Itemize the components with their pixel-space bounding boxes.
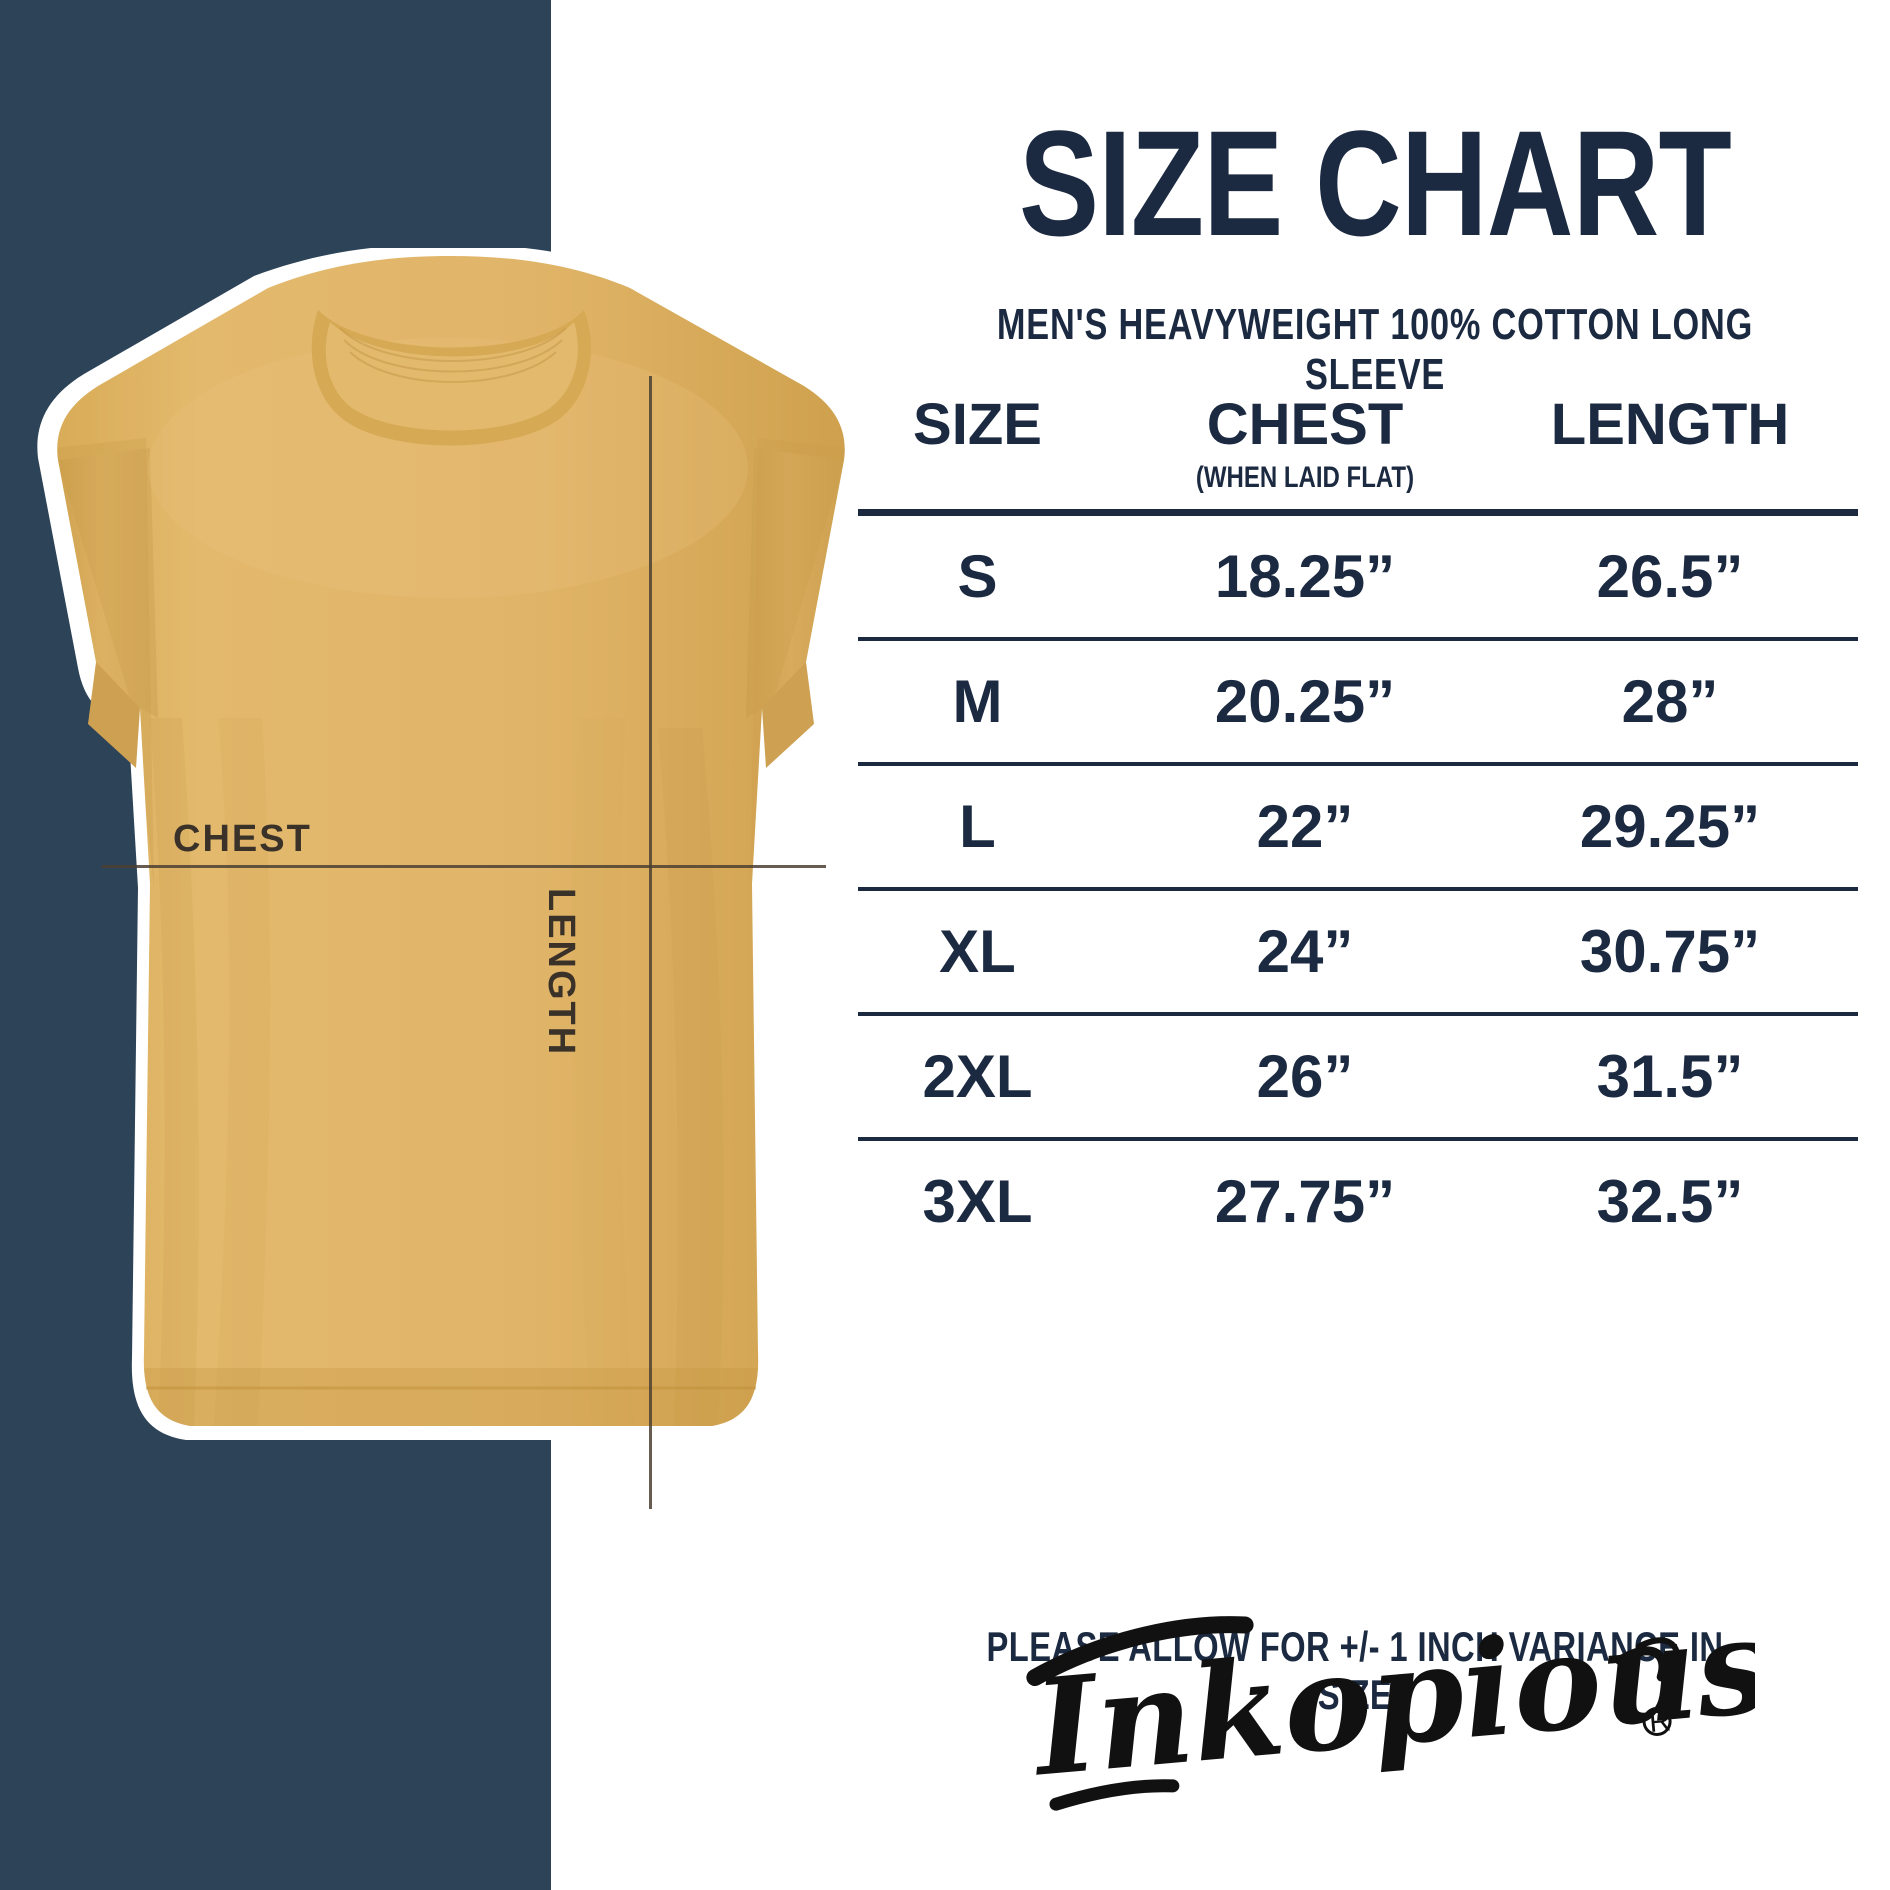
chest-value: 22” [1256, 793, 1354, 860]
product-photo: CHEST LENGTH [18, 248, 878, 1509]
brand-wordmark-text: Inkopious [1025, 1588, 1755, 1807]
table-row: M 20.25” 28” [850, 641, 1860, 762]
cell-length: 28” [1505, 667, 1835, 736]
length-value: 30.75” [1579, 918, 1761, 985]
cell-length: 31.5” [1505, 1042, 1835, 1111]
chest-measure-line [102, 865, 826, 868]
table-row-divider [858, 1137, 1858, 1141]
cell-size: S [850, 542, 1105, 611]
size-value: L [959, 793, 996, 860]
table-row: 3XL 27.75” 32.5” [850, 1141, 1860, 1262]
table-row-divider [858, 762, 1858, 766]
size-value: M [952, 668, 1003, 735]
length-measure-label: LENGTH [540, 888, 582, 1057]
cell-chest: 26” [1105, 1042, 1505, 1111]
column-header-size: SIZE [850, 392, 1105, 457]
length-value: 29.25” [1579, 793, 1761, 860]
table-row: S 18.25” 26.5” [850, 516, 1860, 637]
chest-value: 27.75” [1214, 1168, 1396, 1235]
cell-size: M [850, 667, 1105, 736]
cell-chest: 24” [1105, 917, 1505, 986]
length-value: 26.5” [1596, 543, 1744, 610]
chest-value: 24” [1256, 918, 1354, 985]
page-title: SIZE CHART [1019, 99, 1732, 267]
cell-chest: 20.25” [1105, 667, 1505, 736]
cell-chest: 27.75” [1105, 1167, 1505, 1236]
cell-chest: 22” [1105, 792, 1505, 861]
table-header-row: SIZE CHEST (WHEN LAID FLAT) LENGTH [850, 392, 1860, 505]
cell-length: 29.25” [1505, 792, 1835, 861]
length-value: 28” [1621, 668, 1719, 735]
cell-size: L [850, 792, 1105, 861]
chest-value: 20.25” [1214, 668, 1396, 735]
cell-length: 32.5” [1505, 1167, 1835, 1236]
column-header-length: LENGTH [1505, 392, 1835, 457]
size-value: XL [939, 918, 1016, 985]
cell-length: 26.5” [1505, 542, 1835, 611]
table-row: XL 24” 30.75” [850, 891, 1860, 1012]
length-value: 31.5” [1596, 1043, 1744, 1110]
column-header-chest-note: (WHEN LAID FLAT) [1195, 460, 1415, 494]
chest-value: 18.25” [1214, 543, 1396, 610]
size-value: 2XL [922, 1043, 1033, 1110]
chart-content-column: SIZE CHART MEN'S HEAVYWEIGHT 100% COTTON… [858, 0, 1890, 1890]
cell-size: XL [850, 917, 1105, 986]
cell-size: 2XL [850, 1042, 1105, 1111]
cell-size: 3XL [850, 1167, 1105, 1236]
column-header-chest: CHEST (WHEN LAID FLAT) [1105, 392, 1505, 494]
table-row-divider [858, 887, 1858, 891]
column-header-length-label: LENGTH [1550, 392, 1790, 457]
cell-chest: 18.25” [1105, 542, 1505, 611]
size-value: 3XL [922, 1168, 1033, 1235]
brand-logo: Inkopious R [880, 1570, 1870, 1820]
size-table: SIZE CHEST (WHEN LAID FLAT) LENGTH S 18.… [850, 392, 1860, 1718]
table-row: 2XL 26” 31.5” [850, 1016, 1860, 1137]
table-row: L 22” 29.25” [850, 766, 1860, 887]
column-header-size-label: SIZE [913, 392, 1042, 457]
table-row-divider [858, 1012, 1858, 1016]
page-subtitle: MEN'S HEAVYWEIGHT 100% COTTON LONG SLEEV… [996, 300, 1754, 399]
length-measure-line [649, 376, 652, 1509]
chest-value: 26” [1256, 1043, 1354, 1110]
column-header-chest-label: CHEST [1206, 392, 1404, 457]
cell-length: 30.75” [1505, 917, 1835, 986]
chest-measure-label: CHEST [173, 818, 312, 860]
table-header-rule [858, 509, 1858, 516]
registered-mark-icon: R [1648, 1704, 1672, 1739]
table-row-divider [858, 637, 1858, 641]
length-value: 32.5” [1596, 1168, 1744, 1235]
mustard-long-sleeve-shirt [18, 248, 878, 1488]
size-value: S [957, 543, 998, 610]
